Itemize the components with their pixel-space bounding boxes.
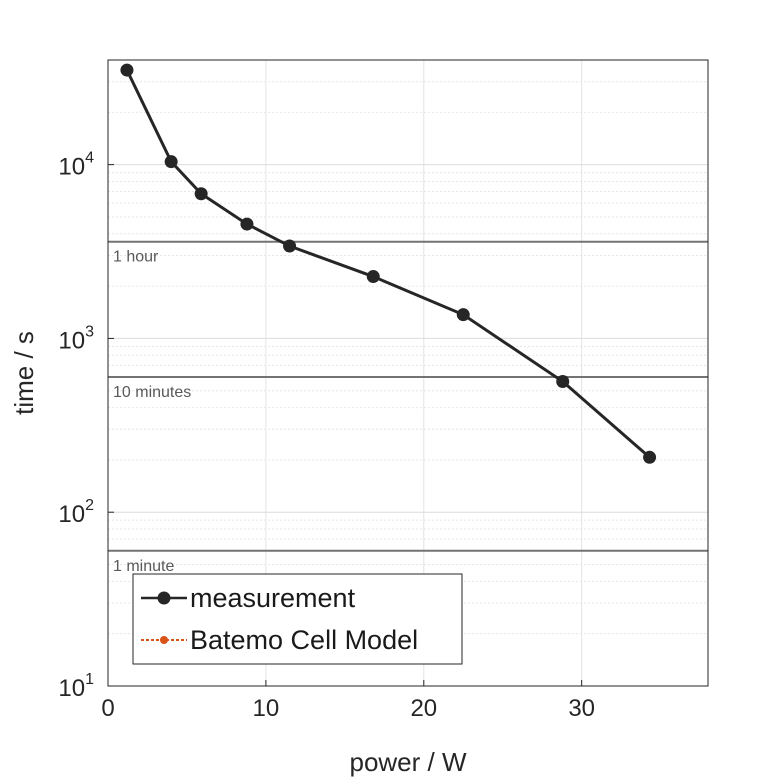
reference-line-label: 1 hour	[113, 249, 159, 266]
data-point	[120, 63, 134, 77]
x-axis-label: power / W	[349, 747, 466, 777]
x-tick-label: 0	[101, 695, 114, 722]
x-tick-label: 30	[568, 695, 595, 722]
legend-label-batemo: Batemo Cell Model	[190, 625, 418, 655]
data-point	[283, 239, 297, 253]
reference-line-label: 10 minutes	[113, 384, 191, 401]
legend-label-measurement: measurement	[190, 583, 356, 613]
data-point	[556, 375, 570, 389]
data-point	[456, 308, 470, 322]
y-tick-label: 102	[58, 497, 94, 528]
data-point	[240, 217, 254, 231]
data-point	[194, 187, 208, 201]
y-tick-label: 104	[58, 150, 94, 181]
data-point	[643, 450, 657, 464]
axis-ticks: 0 10 20 30 101 102 103 104	[58, 150, 595, 722]
x-tick-label: 20	[410, 695, 437, 722]
legend-marker-measurement	[157, 591, 171, 605]
y-tick-label: 103	[58, 323, 94, 354]
reference-line-label: 1 minute	[113, 558, 174, 575]
y-tick-label: 101	[58, 671, 94, 702]
plot-frame	[107, 59, 709, 687]
legend-marker-batemo	[160, 636, 168, 644]
y-axis-label: time / s	[9, 331, 39, 415]
grid	[108, 60, 708, 686]
data-point	[164, 155, 178, 169]
data-point	[366, 270, 380, 284]
legend-box	[132, 573, 463, 665]
x-tick-label: 10	[253, 695, 280, 722]
series	[120, 63, 657, 464]
legend: measurement Batemo Cell Model	[132, 573, 463, 665]
reference-lines: 1 hour 10 minutes 1 minute	[108, 240, 708, 575]
